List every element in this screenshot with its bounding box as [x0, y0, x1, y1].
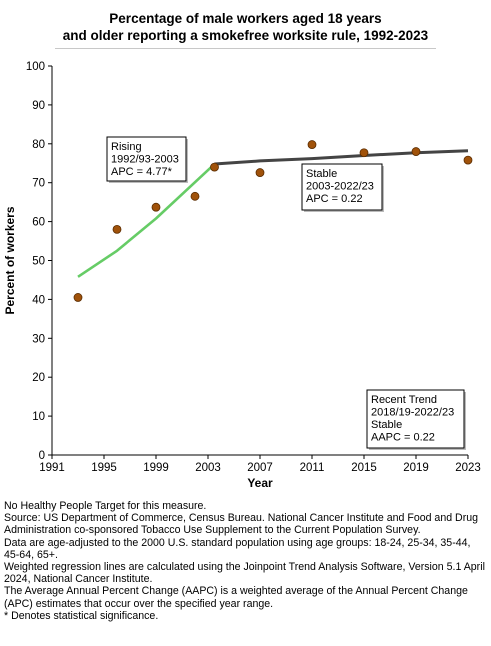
annotation-rising-line: Rising	[111, 141, 142, 153]
y-tick-label: 10	[32, 411, 45, 423]
x-tick-label: 1991	[39, 462, 65, 474]
footnote-1: No Healthy People Target for this measur…	[4, 500, 207, 512]
annotation-stable-line: Stable	[306, 168, 337, 180]
y-axis-label: Percent of workers	[3, 206, 17, 314]
footnote-6: * Denotes statistical significance.	[4, 609, 159, 622]
annotation-rising-box	[106, 136, 187, 182]
x-tick-label: 1995	[91, 462, 117, 474]
y-tick-label: 50	[32, 256, 45, 268]
y-tick-label: 20	[32, 372, 45, 384]
data-point	[255, 168, 265, 177]
x-tick-label: 2023	[455, 462, 481, 474]
y-tick-label: 60	[32, 217, 45, 229]
annotation-recent-trend-line: Recent Trend	[371, 394, 437, 406]
data-point	[190, 191, 200, 201]
chart-area: 0 10 20 30 40 50 60 70 80 90 100 1991 1995 1999 2003 20…	[3, 61, 481, 490]
title-divider	[55, 48, 436, 49]
y-tick-label: 40	[32, 294, 45, 306]
footnotes: No Healthy People Target for this measur…	[4, 500, 488, 622]
annotation-stable-line: 2003-2022/23	[306, 181, 374, 193]
footnote-5: The Average Annual Percent Change (AAPC)…	[4, 585, 468, 610]
data-point	[112, 224, 122, 234]
x-tick-label: 2011	[300, 462, 325, 474]
stable-trend-line	[214, 149, 469, 166]
annotation-recent-trend-line: 2018/19-2022/23	[371, 407, 454, 419]
x-tick-label: 2015	[351, 462, 377, 474]
x-tick-label: 2003	[195, 462, 221, 474]
annotation-stable-line: APC = 0.22	[306, 193, 363, 205]
footnote-2: Source: US Department of Commerce, Censu…	[4, 512, 479, 537]
chart-title-line-1: Percentage of male workers aged 18 years	[109, 11, 382, 26]
data-point	[73, 293, 83, 302]
y-tick-label: 70	[32, 178, 45, 190]
y-tick-label: 90	[32, 100, 45, 112]
annotation-recent-trend-line: AAPC = 0.22	[371, 432, 435, 444]
footnote-4: Weighted regression lines are calculated…	[4, 561, 485, 586]
data-point	[151, 202, 161, 212]
data-point	[359, 148, 369, 158]
y-tick-label: 80	[32, 139, 45, 151]
annotation-recent-trend-line: Stable	[371, 419, 402, 431]
data-point	[307, 140, 317, 149]
data-point	[411, 147, 421, 156]
y-tick-label: 30	[32, 333, 45, 345]
x-tick-label: 2019	[403, 462, 429, 474]
data-point	[210, 162, 219, 172]
data-point	[463, 155, 473, 165]
annotation-rising-line: 1992/93-2003	[111, 154, 179, 166]
chart-title-line-2: and older reporting a smokefree worksite…	[62, 28, 429, 43]
y-tick-label: 0	[39, 450, 45, 462]
chart-title: Percentage of male workers aged 18 years…	[0, 10, 491, 44]
x-axis-label: Year	[247, 476, 273, 490]
annotation-stable-box	[301, 163, 383, 211]
annotation-recent-trend-box	[366, 389, 465, 449]
y-tick-label: 100	[26, 61, 45, 73]
rising-trend-line	[77, 163, 216, 278]
x-tick-label: 2007	[247, 462, 273, 474]
x-tick-label: 1999	[143, 462, 169, 474]
footnote-3: Data are age-adjusted to the 2000 U.S. s…	[4, 536, 471, 561]
annotation-rising-line: APC = 4.77*	[111, 166, 173, 178]
